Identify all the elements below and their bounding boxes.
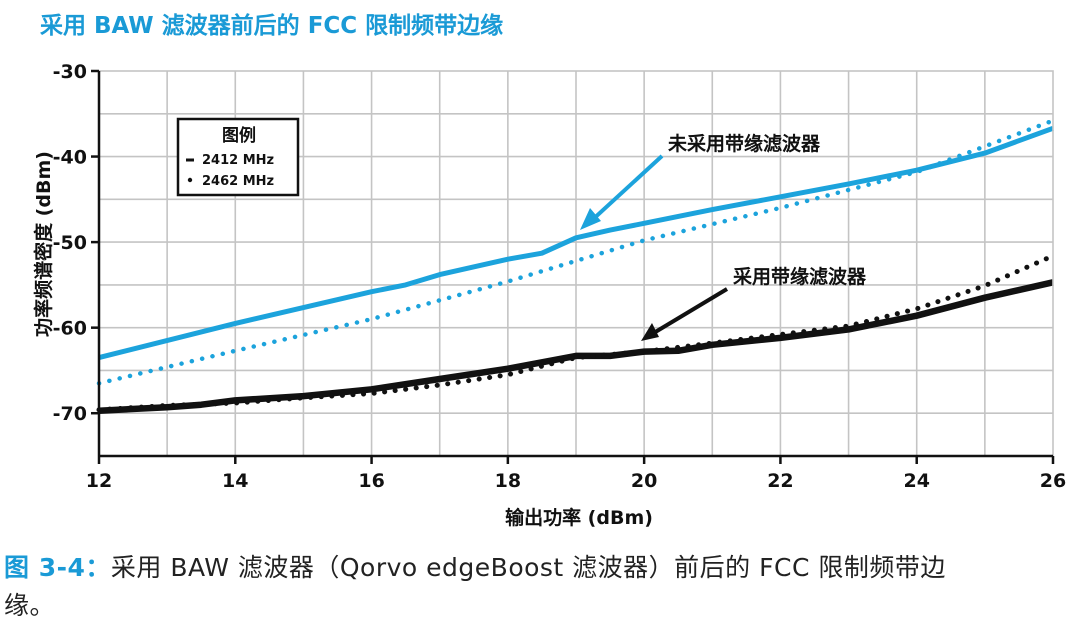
- legend: 图例 2412 MHz 2462 MHz: [176, 117, 300, 197]
- y-tick-label: -60: [53, 318, 87, 340]
- chart-title: 采用 BAW 滤波器前后的 FCC 限制频带边缘: [40, 13, 504, 39]
- annotation-no-filter-arrowhead: [580, 208, 601, 230]
- x-tick-label: 26: [1040, 470, 1066, 492]
- legend-box: [176, 117, 300, 197]
- annotation-with-filter: 采用带缘滤波器: [641, 265, 867, 341]
- x-axis-label: 输出功率 (dBm): [505, 506, 653, 529]
- legend-dot-swatch: [187, 177, 193, 183]
- x-tick-label: 18: [495, 470, 521, 492]
- y-tick-label: -30: [53, 61, 87, 83]
- grid-lines: [99, 71, 1053, 456]
- legend-entry-2462: 2462 MHz: [202, 174, 274, 189]
- y-tick-label: -70: [53, 403, 87, 425]
- annotation-with-filter-arrow: [650, 287, 729, 336]
- x-tick-label: 20: [631, 470, 657, 492]
- legend-title: 图例: [222, 125, 256, 146]
- annotation-no-filter-label: 未采用带缘滤波器: [667, 132, 821, 155]
- figure-number: 图 3-4：: [4, 553, 111, 582]
- caption-line-2: 缘。: [4, 591, 56, 620]
- axes: [97, 70, 1054, 458]
- x-tick-label: 22: [767, 470, 793, 492]
- line-chart: 12 14 16 18 20 22 24 26 -30 -40 -50 -60 -70 图例 2412 …: [32, 61, 1067, 529]
- annotation-no-filter: 未采用带缘滤波器: [580, 132, 821, 230]
- annotation-with-filter-arrowhead: [641, 323, 659, 341]
- series-line-2462mhz-with-filter: [96, 253, 1056, 413]
- annotation-no-filter-arrow: [588, 154, 664, 224]
- legend-entry-2412: 2412 MHz: [202, 153, 274, 168]
- y-tick-label: -50: [53, 232, 87, 254]
- series-layer: [96, 118, 1056, 414]
- x-tick-label: 14: [222, 470, 248, 492]
- y-axis-label: 功率频谱密度 (dBm): [32, 151, 55, 337]
- x-tick-label: 12: [86, 470, 112, 492]
- tick-labels: 12 14 16 18 20 22 24 26 -30 -40 -50 -60 -70: [53, 61, 1067, 492]
- annotation-with-filter-label: 采用带缘滤波器: [733, 265, 867, 288]
- caption-line-1: 采用 BAW 滤波器（Qorvo edgeBoost 滤波器）前后的 FCC 限…: [110, 553, 946, 582]
- x-tick-label: 24: [903, 470, 929, 492]
- x-tick-label: 16: [358, 470, 384, 492]
- y-tick-label: -40: [53, 147, 87, 169]
- series-line-2412mhz-no-filter: [98, 125, 1054, 361]
- figure-caption: 图 3-4：采用 BAW 滤波器（Qorvo edgeBoost 滤波器）前后的…: [4, 549, 1076, 625]
